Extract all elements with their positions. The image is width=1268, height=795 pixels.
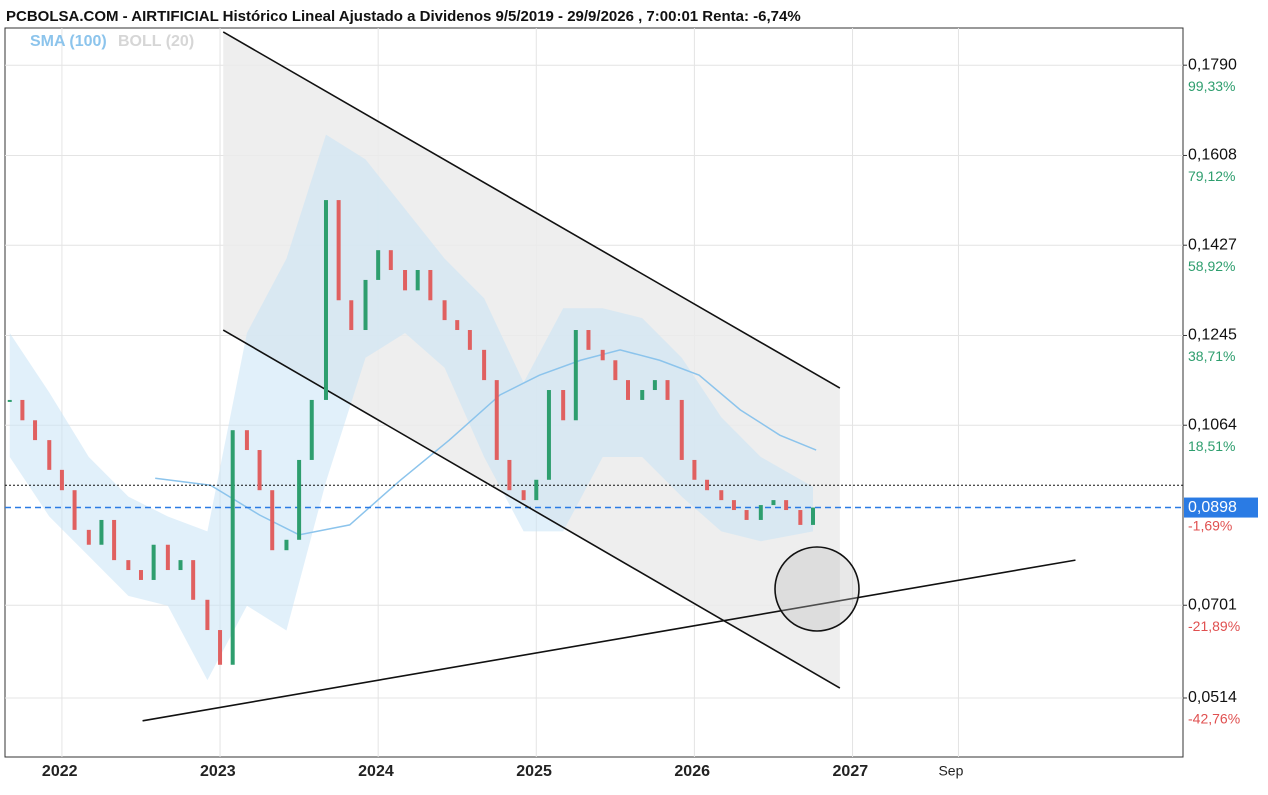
candle bbox=[798, 510, 803, 525]
y-tick-label: 0,1608 bbox=[1188, 147, 1237, 164]
candle bbox=[388, 250, 393, 271]
candle bbox=[297, 459, 302, 540]
candle bbox=[363, 279, 368, 331]
y-change-label: -42,76% bbox=[1188, 711, 1240, 727]
candle bbox=[719, 490, 724, 501]
trendline bbox=[222, 31, 841, 389]
candle bbox=[218, 630, 223, 665]
y-change-label: 38,71% bbox=[1188, 348, 1235, 364]
candle bbox=[428, 270, 433, 301]
candle bbox=[482, 349, 487, 381]
candle bbox=[521, 490, 526, 501]
x-tick-label: Sep bbox=[938, 763, 963, 779]
y-change-label: -21,89% bbox=[1188, 618, 1240, 634]
candle bbox=[59, 469, 64, 491]
y-tick-label: 0,0701 bbox=[1188, 596, 1237, 613]
candle bbox=[309, 399, 314, 460]
annotation-circle bbox=[774, 546, 860, 632]
candle bbox=[244, 430, 249, 451]
x-tick-label: 2027 bbox=[833, 763, 869, 780]
candle bbox=[376, 250, 381, 280]
candle bbox=[7, 399, 12, 402]
x-tick-label: 2025 bbox=[516, 763, 552, 780]
candle bbox=[403, 270, 408, 291]
candle bbox=[442, 300, 447, 321]
legend-entry: SMA (100) bbox=[30, 33, 107, 50]
candle bbox=[349, 300, 354, 331]
candle bbox=[33, 420, 38, 441]
candle bbox=[112, 519, 117, 561]
candle bbox=[744, 510, 749, 520]
y-tick-label: 0,1427 bbox=[1188, 236, 1237, 253]
candle bbox=[257, 450, 262, 491]
x-tick-label: 2022 bbox=[42, 763, 78, 780]
candle bbox=[284, 539, 289, 551]
candle bbox=[151, 544, 156, 580]
candle bbox=[705, 479, 710, 491]
candle bbox=[455, 320, 460, 331]
y-tick-label: 0,1790 bbox=[1188, 56, 1237, 73]
last-price-change: -1,69% bbox=[1188, 517, 1232, 533]
candle bbox=[692, 459, 697, 480]
candle bbox=[586, 330, 591, 350]
x-tick-label: 2026 bbox=[674, 763, 710, 780]
candle bbox=[191, 560, 196, 600]
candle bbox=[600, 349, 605, 361]
candle bbox=[230, 430, 235, 665]
candle bbox=[72, 490, 77, 530]
candle bbox=[270, 490, 275, 551]
candle bbox=[640, 390, 645, 400]
candle bbox=[323, 200, 328, 400]
candle bbox=[546, 390, 551, 480]
y-tick-label: 0,1245 bbox=[1188, 327, 1237, 344]
plot-frame bbox=[4, 27, 1184, 758]
candle bbox=[731, 500, 736, 511]
y-change-label: 58,92% bbox=[1188, 258, 1235, 274]
candle bbox=[679, 399, 684, 460]
candle bbox=[784, 500, 789, 511]
y-tick-label: 0,1064 bbox=[1188, 416, 1237, 433]
last-price-label: 0,0898 bbox=[1188, 499, 1237, 516]
candle bbox=[561, 390, 566, 421]
y-change-label: 99,33% bbox=[1188, 78, 1235, 94]
candle bbox=[99, 519, 104, 545]
candle bbox=[652, 380, 657, 391]
candle bbox=[178, 560, 183, 571]
candle bbox=[665, 380, 670, 400]
candle bbox=[126, 560, 131, 571]
last-price-box bbox=[1184, 497, 1258, 518]
candle bbox=[494, 380, 499, 460]
candle bbox=[467, 330, 472, 350]
legend-entry: BOLL (20) bbox=[118, 33, 194, 50]
candle bbox=[573, 330, 578, 421]
candle bbox=[165, 544, 170, 571]
candle bbox=[771, 500, 776, 506]
candle bbox=[20, 399, 25, 421]
candle bbox=[47, 440, 52, 470]
candle bbox=[507, 459, 512, 491]
candle bbox=[138, 570, 143, 580]
trendline bbox=[142, 559, 1076, 722]
candle bbox=[534, 479, 539, 501]
candle bbox=[415, 270, 420, 291]
y-tick-label: 0,0514 bbox=[1188, 689, 1237, 706]
y-change-label: 79,12% bbox=[1188, 168, 1235, 184]
y-change-label: 18,51% bbox=[1188, 438, 1235, 454]
x-tick-label: 2023 bbox=[200, 763, 236, 780]
candle bbox=[336, 200, 341, 301]
candle bbox=[625, 380, 630, 400]
sma-line bbox=[155, 349, 817, 536]
candle bbox=[758, 505, 763, 520]
x-tick-label: 2024 bbox=[358, 763, 394, 780]
candle bbox=[86, 529, 91, 545]
chart-title: PCBOLSA.COM - AIRTIFICIAL Histórico Line… bbox=[6, 8, 801, 25]
candle bbox=[613, 360, 618, 381]
candle bbox=[810, 507, 815, 525]
boll-band bbox=[9, 134, 813, 681]
candle bbox=[205, 599, 210, 631]
